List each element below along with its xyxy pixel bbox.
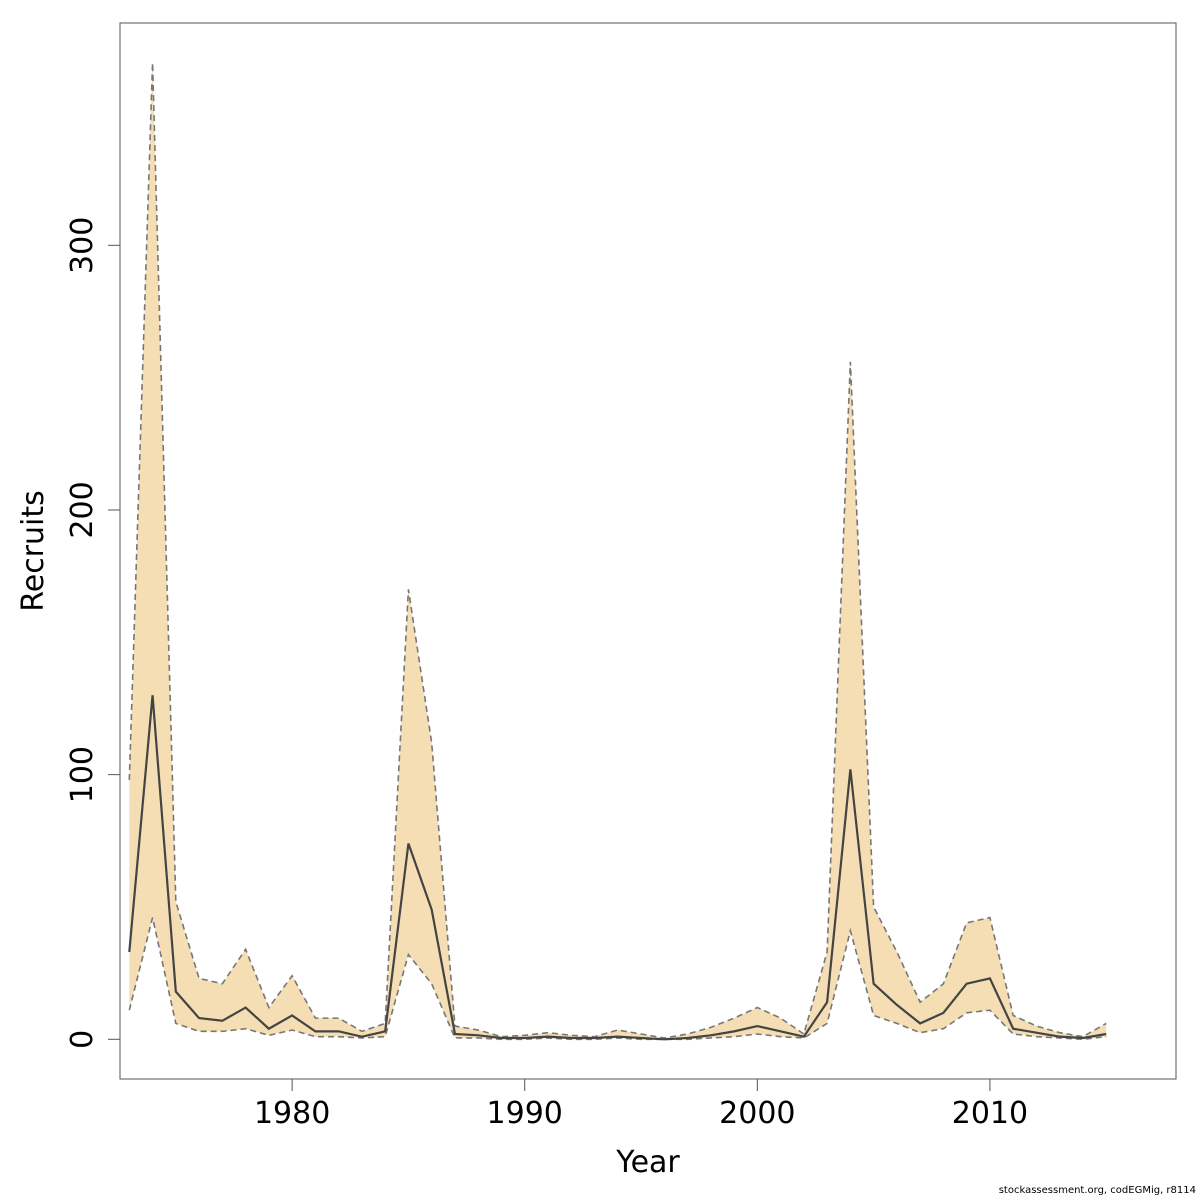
y-tick-label: 200: [65, 481, 100, 538]
estimate-line: [128, 695, 1107, 1041]
y-tick-label: 300: [65, 217, 100, 274]
y-tick-label: 0: [65, 1030, 100, 1049]
series-layer: [128, 62, 1107, 1041]
x-tick-label: 1990: [487, 1096, 563, 1131]
credit-text: stockassessment.org, codEGMig, r8114: [998, 1185, 1196, 1196]
x-tick-label: 2010: [952, 1096, 1028, 1131]
plot-frame: [119, 22, 1177, 1080]
x-axis-title: Year: [615, 1145, 680, 1180]
y-tick-label: 100: [65, 746, 100, 803]
axes-layer: 1980 1990 2000 2010 0 100 200 300: [65, 217, 1028, 1131]
confidence-band-layer: [129, 62, 1107, 1040]
confidence-band: [129, 62, 1107, 1040]
y-axis-title: Recruits: [16, 490, 51, 612]
x-tick-label: 2000: [719, 1096, 795, 1131]
x-tick-label: 1980: [254, 1096, 330, 1131]
upper-bound-line: [128, 62, 1107, 1039]
lower-bound-line: [128, 917, 1107, 1041]
